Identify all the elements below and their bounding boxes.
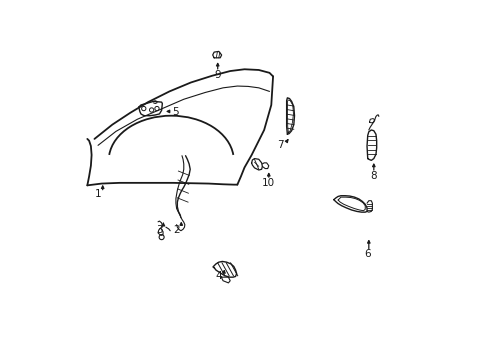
Text: 10: 10: [262, 178, 275, 188]
Text: 6: 6: [364, 249, 370, 259]
Text: 1: 1: [95, 189, 101, 199]
Text: 9: 9: [214, 70, 221, 80]
Text: 5: 5: [172, 107, 179, 117]
Text: 4: 4: [215, 271, 222, 282]
Text: 3: 3: [156, 225, 163, 235]
Text: 2: 2: [173, 225, 180, 235]
Text: 7: 7: [277, 140, 284, 150]
Text: 8: 8: [370, 171, 376, 181]
